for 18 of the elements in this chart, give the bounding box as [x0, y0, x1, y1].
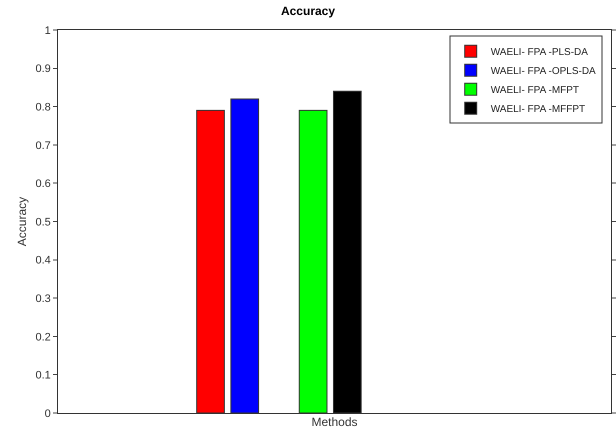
y-tick-label: 1 [44, 24, 51, 37]
y-tick-label: 0.5 [36, 216, 51, 228]
legend-label: WAELI- FPA -MFFPT [490, 104, 586, 116]
y-tick-label: 0.8 [36, 101, 51, 114]
legend-label: WAELI- FPA -MFPT [490, 85, 580, 96]
y-tick-label: 0 [44, 408, 51, 420]
y-tick-label: 0.7 [36, 140, 51, 152]
y-tick-label: 0.2 [36, 331, 51, 344]
x-axis-title: Methods [311, 415, 358, 430]
legend-label: WAELI- FPA -PLS-DA [490, 47, 588, 58]
y-tick-label: 0.4 [36, 254, 51, 267]
y-tick-label: 0.9 [36, 63, 51, 76]
y-axis-title: Accuracy [14, 196, 29, 246]
y-tick-label: 0.6 [36, 178, 51, 190]
chart-title: Accuracy [280, 4, 336, 18]
y-tick-label: 0.3 [36, 292, 51, 305]
legend-label: WAELI- FPA -OPLS-DA [490, 66, 596, 78]
y-tick-label: 0.1 [36, 370, 51, 382]
